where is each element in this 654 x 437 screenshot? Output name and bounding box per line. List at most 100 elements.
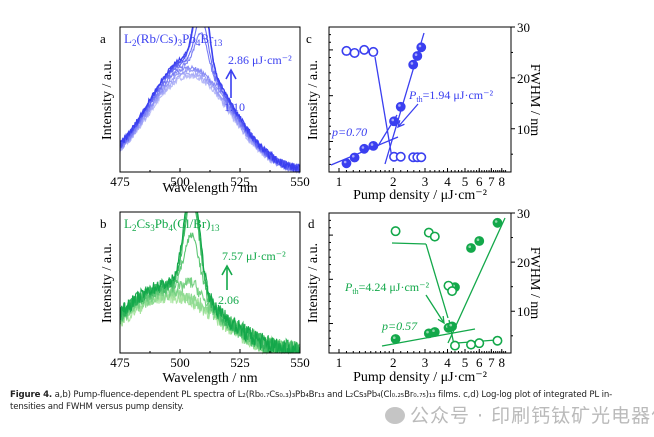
x-tick-label: 7 <box>488 355 495 370</box>
panel-c-plot <box>330 32 427 169</box>
spectrum-line <box>119 26 301 172</box>
intensity-point-highlight <box>370 143 374 146</box>
intensity-point-highlight <box>410 62 414 65</box>
panel-letter-c: c <box>306 31 312 46</box>
intensity-point-highlight <box>476 238 480 241</box>
spectrum-line <box>119 211 301 354</box>
intensity-point-highlight <box>426 330 429 334</box>
panel-c-ylabel-right: FWHM / nm <box>527 64 542 136</box>
intensity-point <box>395 101 406 112</box>
x-tick-label: 6 <box>476 174 483 189</box>
x-tick-label: 500 <box>170 355 190 370</box>
x-tick-label: 3 <box>422 355 429 370</box>
panel-d-ylabel-left: Intensity / a.u. <box>306 243 321 323</box>
spectrum-line <box>119 73 301 173</box>
intensity-point-highlight <box>414 53 418 56</box>
intensity-point-highlight <box>494 220 498 223</box>
watermark-text: 公众号 · 印刷钙钛矿光电器件 <box>410 405 654 427</box>
title-text: L <box>124 31 132 46</box>
fit-line <box>447 217 506 344</box>
intensity-point-highlight <box>361 146 365 149</box>
intensity-point-highlight <box>468 245 472 248</box>
panel-b-ylabel: Intensity / a.u. <box>100 243 115 323</box>
panel-c-pth-label: Pth=1.94 μJ·cm⁻² <box>408 88 493 104</box>
panel-a-ylabel: Intensity / a.u. <box>100 60 115 140</box>
panel-b-arrow <box>221 264 233 290</box>
pth-arrow-line <box>397 103 419 128</box>
intensity-point <box>492 217 503 228</box>
intensity-point <box>474 236 485 246</box>
y-right-tick-label: 10 <box>517 122 530 137</box>
x-tick-label: 4 <box>444 355 451 370</box>
panel-a-x-ticks: 475 500 525 550 <box>110 168 310 189</box>
intensity-point-highlight <box>343 160 347 164</box>
x-tick-label: 7 <box>488 174 495 189</box>
x-tick-label: 1 <box>336 174 343 189</box>
panel-c-pth-sub: th <box>416 95 422 104</box>
x-tick-label: 2 <box>390 174 397 189</box>
watermark: 公众号 · 印刷钙钛矿光电器件 <box>385 401 654 428</box>
panel-d-xlabel: Pump density / μJ·cm⁻² <box>353 370 487 385</box>
spectrum-line <box>119 26 301 174</box>
fwhm-point <box>447 286 458 297</box>
panel-d-axes: 1 2 3 4 5 6 7 8 10 20 30 <box>329 206 530 370</box>
intensity-point <box>429 327 440 337</box>
x-tick-label: 5 <box>462 355 469 370</box>
panel-a-annotation-high: 2.86 μJ·cm⁻² <box>228 53 292 67</box>
panel-a-arrow <box>225 68 237 98</box>
panel-c-xlabel: Pump density / μJ·cm⁻² <box>353 188 487 203</box>
x-tick-label: 500 <box>170 174 190 189</box>
intensity-point <box>390 334 401 344</box>
panel-b: b 475 500 525 550 Wavelength / nm Intensity… <box>100 211 310 386</box>
fit-line <box>391 242 427 245</box>
fwhm-point <box>474 338 485 349</box>
panel-d-pth-label: Pth=4.24 μJ·cm⁻² <box>344 280 429 296</box>
panel-d: d Intensity / a.u. FWHM / nm 1 2 3 4 5 6 7 8 10 2… <box>306 206 542 385</box>
fwhm-point <box>359 44 370 55</box>
fit-line <box>374 56 393 159</box>
intensity-point <box>359 143 370 154</box>
title-subscript: 4 <box>196 38 201 48</box>
panel-d-ylabel-right: FWHM / nm <box>527 247 542 319</box>
fwhm-point <box>395 151 406 162</box>
panel-letter-a: a <box>100 31 106 46</box>
intensity-point-highlight <box>432 329 435 333</box>
panel-a-frame <box>119 26 301 173</box>
fwhm-point <box>341 45 352 56</box>
intensity-point <box>412 51 423 61</box>
panel-b-x-ticks: 475 500 525 550 <box>110 349 310 370</box>
spectrum-line <box>119 232 300 354</box>
panel-b-title: L2Cs3Pb4(Cl/Br)13 <box>124 216 220 233</box>
fit-line <box>425 243 449 319</box>
panel-a-spectra <box>119 26 301 175</box>
y-right-tick-label: 30 <box>517 20 530 35</box>
intensity-point <box>408 59 419 70</box>
fwhm-point <box>466 339 477 350</box>
panel-a: a 475 500 525 550 Wavelength / nm Intensity… <box>100 26 310 196</box>
intensity-point <box>447 321 457 332</box>
intensity-point-highlight <box>398 104 401 107</box>
x-tick-label: 5 <box>462 174 469 189</box>
title-subscript: 2 <box>132 38 137 48</box>
panel-d-p-label: p=0.57 <box>381 319 418 333</box>
panel-letter-d: d <box>308 216 315 231</box>
caption-text-1: a,b) Pump-fluence-dependent PL spectra o… <box>52 390 613 400</box>
pth-arrow-head <box>437 315 445 325</box>
spectrum-line <box>119 26 301 173</box>
panel-c: c Intensity / a.u. FWHM / nm 1 2 3 4 5 6 7 8 10 2… <box>306 20 542 203</box>
title-text: Pb <box>182 31 196 46</box>
panel-c-p-label: p=0.70 <box>331 125 367 139</box>
title-subscript: 3 <box>150 223 155 233</box>
y-right-tick-label: 30 <box>517 206 530 221</box>
caption-text-2: tensities and FWHM versus pump density. <box>10 402 184 412</box>
x-tick-label: 6 <box>476 355 483 370</box>
panel-d-plot <box>381 217 506 351</box>
intensity-point <box>368 141 379 151</box>
panel-c-pth-value: =1.94 μJ·cm⁻² <box>423 88 494 102</box>
x-tick-label: 8 <box>499 355 506 370</box>
title-subscript: 13 <box>210 223 220 233</box>
spectrum-line <box>119 211 301 354</box>
intensity-point-highlight <box>418 44 422 48</box>
fwhm-point <box>492 335 503 346</box>
intensity-point <box>341 158 352 169</box>
